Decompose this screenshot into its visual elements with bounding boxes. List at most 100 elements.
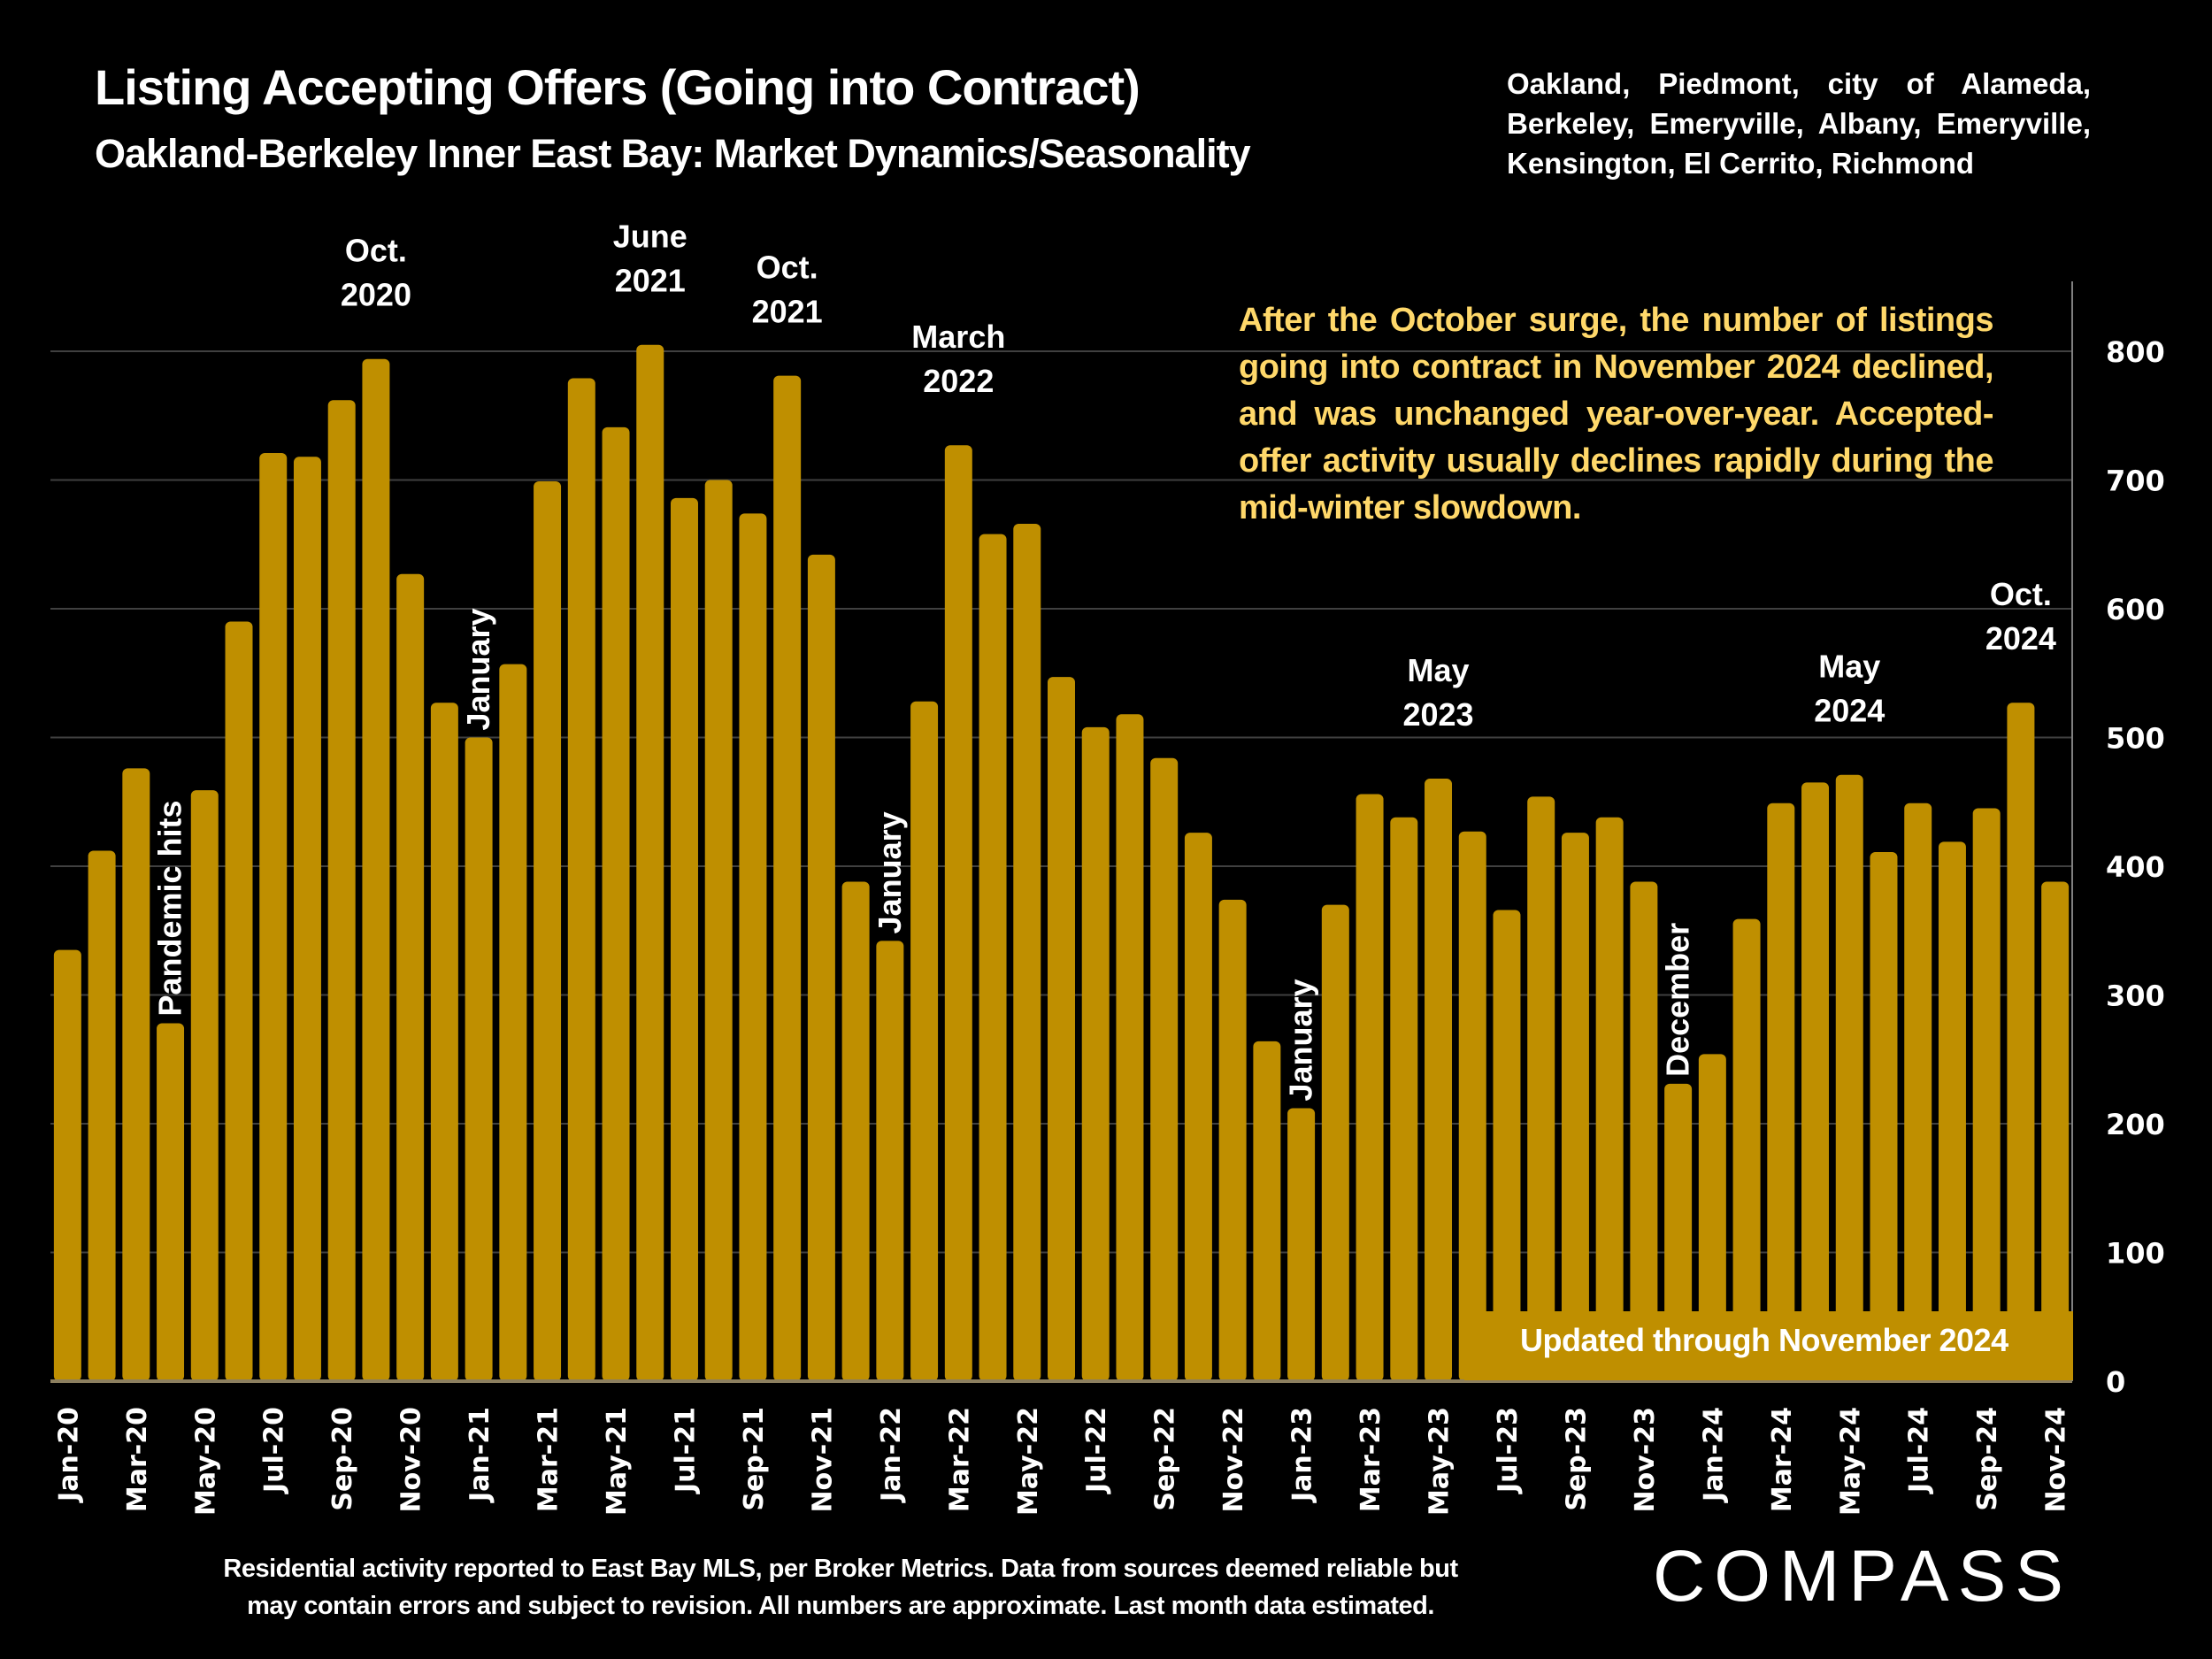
y-tick-label: 800 <box>2106 335 2165 369</box>
updated-badge <box>1464 1311 2073 1380</box>
annotation-label: May 2024 <box>1814 649 1885 729</box>
x-tick-label: Mar-21 <box>534 1407 565 1512</box>
bar <box>841 881 870 1381</box>
x-tick-label: Jul-24 <box>1904 1407 1935 1494</box>
x-tick-label: Mar-24 <box>1767 1407 1798 1512</box>
annotation-label: June 2021 <box>613 219 687 299</box>
x-tick-label: Jan-20 <box>53 1407 84 1503</box>
bar <box>1013 523 1041 1381</box>
bars <box>50 344 2072 1383</box>
bar <box>1116 714 1144 1381</box>
bar <box>2041 881 2070 1381</box>
bar <box>739 513 767 1381</box>
bar <box>1458 831 1486 1381</box>
annotation-line: Oct. <box>345 233 407 269</box>
annotation-line: March <box>911 319 1005 355</box>
x-tick-label: Mar-22 <box>944 1407 975 1512</box>
bar <box>1150 757 1179 1381</box>
annotation-label: Oct. 2020 <box>341 233 411 313</box>
bar <box>190 790 219 1381</box>
annotation-line: June <box>613 219 687 255</box>
bar <box>499 664 527 1381</box>
bar <box>1904 803 1932 1381</box>
area-list: Oakland, Piedmont, city of Alameda, Berk… <box>1507 67 2091 180</box>
bar <box>1321 904 1349 1381</box>
bar <box>1698 1054 1726 1381</box>
x-tick-label: Jan-22 <box>876 1407 907 1503</box>
x-tick-label: May-21 <box>602 1407 633 1516</box>
annotation-line: May <box>1408 652 1470 688</box>
annotation-label: Oct. 2024 <box>1985 576 2056 657</box>
bar <box>1527 796 1555 1381</box>
footnote-line-1: Residential activity reported to East Ba… <box>223 1555 1458 1583</box>
commentary-text: After the October surge, the number of l… <box>1239 302 1994 526</box>
bar <box>225 621 253 1381</box>
x-tick-label: Sep-24 <box>1972 1407 2003 1511</box>
annotation-label: May 2023 <box>1402 652 1473 733</box>
bar <box>534 480 562 1381</box>
bar <box>1048 677 1075 1381</box>
x-tick-label: Jul-21 <box>670 1407 701 1494</box>
x-axis: Jan-20 Mar-20 May-20 Jul-20 Sep-20 Nov-20 Jan-… <box>53 1407 2071 1516</box>
x-tick-label: May-20 <box>190 1407 221 1516</box>
annotations: Pandemic hits Oct. 2020 January June 2021 Oct.… <box>152 219 2056 1102</box>
x-tick-label: Sep-22 <box>1150 1407 1181 1511</box>
bar <box>602 426 630 1382</box>
y-tick-label: 500 <box>2106 722 2165 756</box>
bar <box>1972 808 2001 1381</box>
bar <box>396 573 425 1381</box>
bar <box>1356 794 1384 1381</box>
x-tick-label: Sep-23 <box>1561 1407 1592 1511</box>
annotation-label: March 2022 <box>911 319 1005 399</box>
x-tick-label: Nov-22 <box>1218 1407 1249 1512</box>
bar <box>1184 833 1212 1381</box>
x-tick-label: Sep-20 <box>327 1407 358 1511</box>
bar <box>910 701 939 1381</box>
bar <box>1390 817 1418 1381</box>
updated-label: Updated through November 2024 <box>1520 1322 2008 1358</box>
bar <box>1767 803 1795 1381</box>
bar <box>1081 726 1110 1381</box>
x-tick-label: Nov-24 <box>2041 1407 2072 1512</box>
x-tick-label: Nov-21 <box>807 1407 838 1512</box>
bar <box>1287 1108 1316 1381</box>
bar <box>88 850 116 1381</box>
annotation-label: Pandemic hits <box>152 800 188 1016</box>
footnote: Residential activity reported to East Ba… <box>133 1550 1548 1624</box>
bar <box>1732 918 1761 1381</box>
bar <box>1561 833 1589 1381</box>
annotation-label: January <box>460 608 496 730</box>
chart-subtitle: Oakland-Berkeley Inner East Bay: Market … <box>95 131 1251 176</box>
annotation-line: 2024 <box>1985 620 2056 657</box>
annotation-line: 2024 <box>1814 693 1885 729</box>
bar <box>979 534 1007 1381</box>
bar <box>1493 910 1521 1381</box>
y-tick-label: 300 <box>2106 979 2165 1013</box>
bar <box>1253 1041 1281 1381</box>
bar <box>1938 841 1966 1381</box>
x-tick-label: May-23 <box>1425 1407 1455 1516</box>
annotation-line: Oct. <box>757 250 818 286</box>
bar <box>1218 899 1247 1381</box>
y-axis: 0 100 200 300 400 500 600 700 800 <box>2071 281 2165 1399</box>
annotation-line: May <box>1818 649 1880 685</box>
x-tick-label: May-24 <box>1835 1407 1866 1516</box>
y-tick-label: 200 <box>2106 1108 2165 1141</box>
bar <box>293 457 321 1381</box>
bar <box>704 480 733 1381</box>
bar <box>362 358 390 1382</box>
x-tick-label: Sep-21 <box>739 1407 770 1511</box>
bar <box>122 768 150 1381</box>
bar <box>157 1023 185 1381</box>
x-tick-label: Jul-22 <box>1081 1407 1112 1494</box>
bar <box>773 375 802 1381</box>
annotation-label: December <box>1660 923 1696 1077</box>
bar <box>259 452 288 1381</box>
x-tick-label: Jan-24 <box>1698 1407 1729 1503</box>
bar <box>2007 703 2035 1381</box>
chart-title: Listing Accepting Offers (Going into Con… <box>95 59 1141 115</box>
annotation-line: 2023 <box>1402 696 1473 733</box>
x-tick-label: Jul-23 <box>1493 1407 1524 1494</box>
bar <box>876 941 904 1381</box>
